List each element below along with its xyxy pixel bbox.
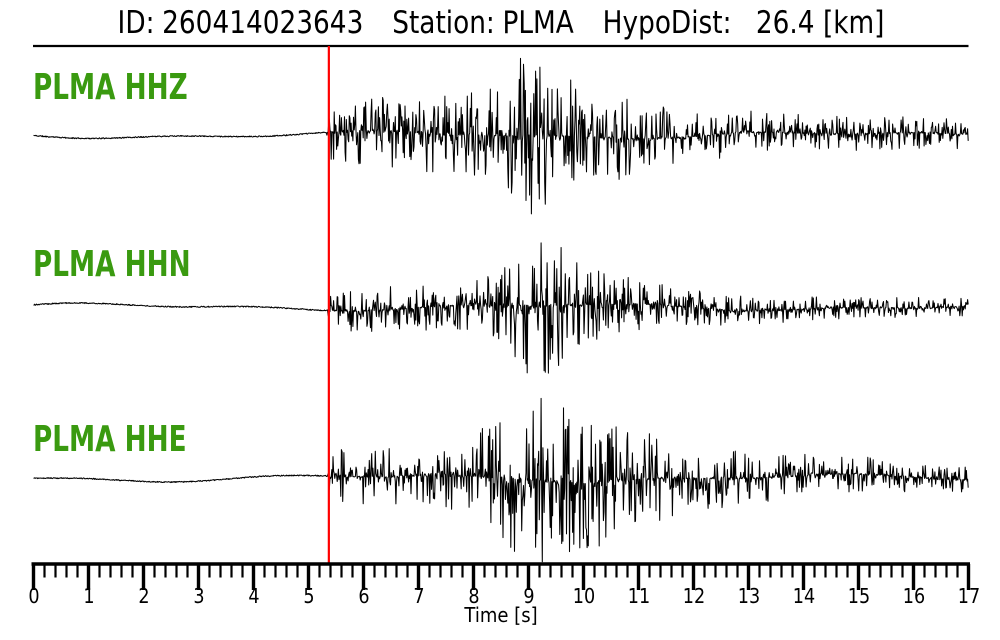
hypodist-value: 26.4 [km]	[739, 5, 885, 41]
x-tick-label: 14	[792, 584, 815, 608]
x-axis-ticks	[31, 564, 971, 590]
channel-label-hhz: PLMA HHZ	[33, 67, 188, 108]
figure-title: ID: 260414023643 Station: PLMA HypoDist: 2…	[103, 5, 899, 42]
x-tick-label: 3	[192, 584, 205, 608]
channel-label-hhe: PLMA HHE	[33, 419, 187, 460]
x-tick-label: 11	[627, 584, 650, 608]
x-tick-label: 6	[357, 584, 370, 608]
x-axis-title: Time [s]	[464, 603, 538, 627]
waveforms	[33, 57, 969, 563]
id-label: ID:	[117, 5, 155, 41]
x-tick-label: 5	[302, 584, 315, 608]
x-tick-label: 0	[27, 584, 40, 608]
channel-label-hhn: PLMA HHN	[33, 244, 191, 285]
x-tick-label: 9	[522, 584, 535, 608]
x-tick-label: 15	[847, 584, 870, 608]
waveform-trace-hhe	[33, 397, 969, 563]
x-tick-label: 2	[137, 584, 150, 608]
x-tick-label: 7	[412, 584, 425, 608]
x-tick-label: 1	[82, 584, 95, 608]
event-id: ID: 260414023643	[118, 5, 364, 42]
id-value: 260414023643	[162, 5, 364, 41]
x-tick-label: 8	[467, 584, 480, 608]
x-tick-label: 4	[247, 584, 260, 608]
waveform-trace-hhn	[33, 242, 969, 374]
waveform-trace-hhz	[33, 57, 969, 215]
station-value: PLMA	[502, 5, 574, 41]
x-tick-label: 10	[572, 584, 595, 608]
hypodist-label: HypoDist:	[602, 5, 732, 41]
x-tick-label: 16	[902, 584, 925, 608]
station-label: Station:	[392, 5, 495, 41]
x-tick-label: 17	[957, 584, 980, 608]
x-tick-label: 13	[737, 584, 760, 608]
x-tick-label: 12	[682, 584, 705, 608]
station: Station: PLMA	[392, 5, 574, 42]
hypodist: HypoDist: 26.4 [km]	[603, 5, 885, 42]
